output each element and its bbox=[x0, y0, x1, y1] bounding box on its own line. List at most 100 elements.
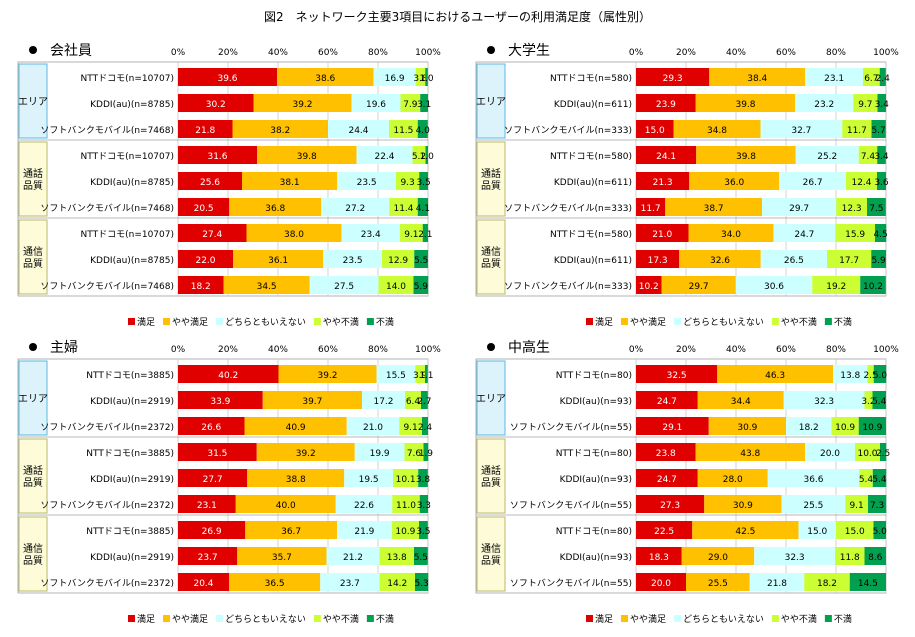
row-label: KDDI(au)(n=8785) bbox=[90, 178, 174, 188]
seg-dochira bbox=[783, 391, 865, 409]
seg-yaya-manzoku bbox=[246, 224, 342, 242]
seg-yaya-fuman bbox=[863, 68, 880, 86]
seg-manzoku bbox=[636, 443, 696, 461]
axis-tick-label: 100% bbox=[873, 345, 899, 355]
legend-fuman-swatch bbox=[824, 615, 832, 622]
legend-manzoku: 満足 bbox=[595, 317, 613, 328]
seg-dochira bbox=[762, 198, 837, 216]
data-label: 5.4 bbox=[872, 475, 887, 485]
seg-yaya-fuman bbox=[400, 94, 421, 112]
data-label: 23.1 bbox=[824, 74, 844, 84]
data-label: 1.9 bbox=[419, 449, 434, 459]
data-label: 23.4 bbox=[361, 230, 381, 240]
row-label: ソフトバンクモバイル(n=333) bbox=[504, 281, 632, 292]
seg-manzoku bbox=[636, 547, 682, 565]
data-label: 2.7 bbox=[417, 397, 431, 407]
data-label: 19.5 bbox=[359, 475, 379, 485]
data-label: 2.4 bbox=[418, 423, 433, 433]
data-label: 39.2 bbox=[317, 371, 337, 381]
seg-yaya-fuman bbox=[831, 417, 859, 435]
group-label: 通信品質 bbox=[23, 543, 43, 567]
data-label: 15.9 bbox=[845, 230, 865, 240]
data-label: 36.7 bbox=[281, 527, 301, 537]
data-label: 20.0 bbox=[651, 579, 671, 589]
data-label: 9.1 bbox=[849, 501, 863, 511]
axis-tick-label: 60% bbox=[776, 48, 796, 58]
panel-bullet-icon bbox=[487, 343, 495, 351]
axis-tick-label: 40% bbox=[268, 345, 288, 355]
data-label: 2.4 bbox=[876, 74, 891, 84]
data-label: 27.4 bbox=[202, 230, 222, 240]
seg-fuman bbox=[860, 276, 886, 294]
seg-fuman bbox=[871, 250, 886, 268]
group-label-box bbox=[18, 63, 48, 139]
seg-fuman bbox=[864, 547, 886, 565]
seg-manzoku bbox=[636, 391, 698, 409]
row-label: ソフトバンクモバイル(n=55) bbox=[510, 578, 632, 589]
seg-yaya-fuman bbox=[864, 391, 873, 409]
seg-fuman bbox=[419, 521, 428, 539]
seg-yaya-manzoku bbox=[681, 547, 755, 565]
data-label: 7.3 bbox=[870, 501, 884, 511]
data-label: 16.9 bbox=[385, 74, 405, 84]
seg-manzoku bbox=[636, 469, 698, 487]
data-label: 3.5 bbox=[416, 527, 430, 537]
data-label: 29.7 bbox=[689, 282, 709, 292]
data-label: 36.1 bbox=[268, 256, 288, 266]
seg-yaya-fuman bbox=[412, 146, 426, 164]
seg-dochira bbox=[760, 250, 827, 268]
row-label: NTTドコモ(n=580) bbox=[550, 152, 632, 162]
data-label: 22.5 bbox=[654, 527, 674, 537]
data-label: 2.5 bbox=[876, 449, 890, 459]
axis-tick-label: 60% bbox=[776, 345, 796, 355]
row-label: KDDI(au)(n=93) bbox=[560, 475, 632, 485]
legend-yaya-manzoku-swatch bbox=[621, 318, 629, 325]
row-label: ソフトバンクモバイル(n=2372) bbox=[40, 500, 174, 511]
data-label: 20.4 bbox=[193, 579, 213, 589]
seg-fuman bbox=[873, 365, 887, 383]
legend-dochira-swatch bbox=[216, 615, 224, 622]
seg-yaya-manzoku bbox=[704, 495, 782, 513]
seg-dochira bbox=[786, 417, 832, 435]
row-label: KDDI(au)(n=611) bbox=[554, 256, 632, 266]
legend-yaya-fuman-swatch bbox=[313, 615, 321, 622]
seg-manzoku bbox=[636, 68, 710, 86]
data-label: 7.4 bbox=[861, 152, 876, 162]
group-label-box bbox=[18, 360, 48, 436]
seg-dochira bbox=[754, 547, 835, 565]
group-label: 通話品質 bbox=[23, 464, 43, 489]
data-label: 18.2 bbox=[799, 423, 819, 433]
group-label: エリア bbox=[476, 394, 506, 405]
seg-dochira bbox=[328, 120, 389, 138]
row-label: NTTドコモ(n=3885) bbox=[86, 371, 174, 381]
data-label: 39.7 bbox=[302, 397, 322, 407]
seg-yaya-fuman bbox=[842, 120, 872, 138]
seg-yaya-fuman bbox=[400, 224, 423, 242]
data-label: 3.3 bbox=[417, 501, 431, 511]
data-label: 26.7 bbox=[803, 178, 823, 188]
data-label: 32.5 bbox=[667, 371, 687, 381]
panel-kaishain: 会社員 0% 20% 40% 60% 80% 100% エリア NTTドコモ(n=10707) 3… bbox=[17, 43, 441, 328]
seg-yaya-fuman bbox=[846, 172, 877, 190]
axis-tick-label: 100% bbox=[415, 48, 441, 58]
legend-manzoku: 満足 bbox=[137, 317, 155, 328]
data-label: 17.7 bbox=[839, 256, 859, 266]
seg-yaya-manzoku bbox=[696, 146, 796, 164]
seg-yaya-manzoku bbox=[689, 172, 780, 190]
seg-dochira bbox=[362, 391, 405, 409]
row-label: ソフトバンクモバイル(n=7468) bbox=[40, 125, 174, 136]
legend-fuman-swatch bbox=[366, 318, 374, 325]
seg-yaya-manzoku bbox=[244, 417, 347, 435]
seg-yaya-manzoku bbox=[277, 68, 374, 86]
group-label: 通話品質 bbox=[481, 464, 501, 489]
data-label: 20.5 bbox=[194, 204, 214, 214]
data-label: 30.2 bbox=[206, 100, 226, 110]
axis-tick-label: 80% bbox=[826, 345, 846, 355]
data-label: 39.8 bbox=[297, 152, 317, 162]
seg-dochira bbox=[760, 120, 843, 138]
data-label: 14.0 bbox=[386, 282, 406, 292]
seg-yaya-manzoku bbox=[232, 120, 328, 138]
data-label: 11.7 bbox=[641, 204, 661, 214]
data-label: 3.8 bbox=[413, 74, 428, 84]
data-label: 3.9 bbox=[413, 371, 428, 381]
